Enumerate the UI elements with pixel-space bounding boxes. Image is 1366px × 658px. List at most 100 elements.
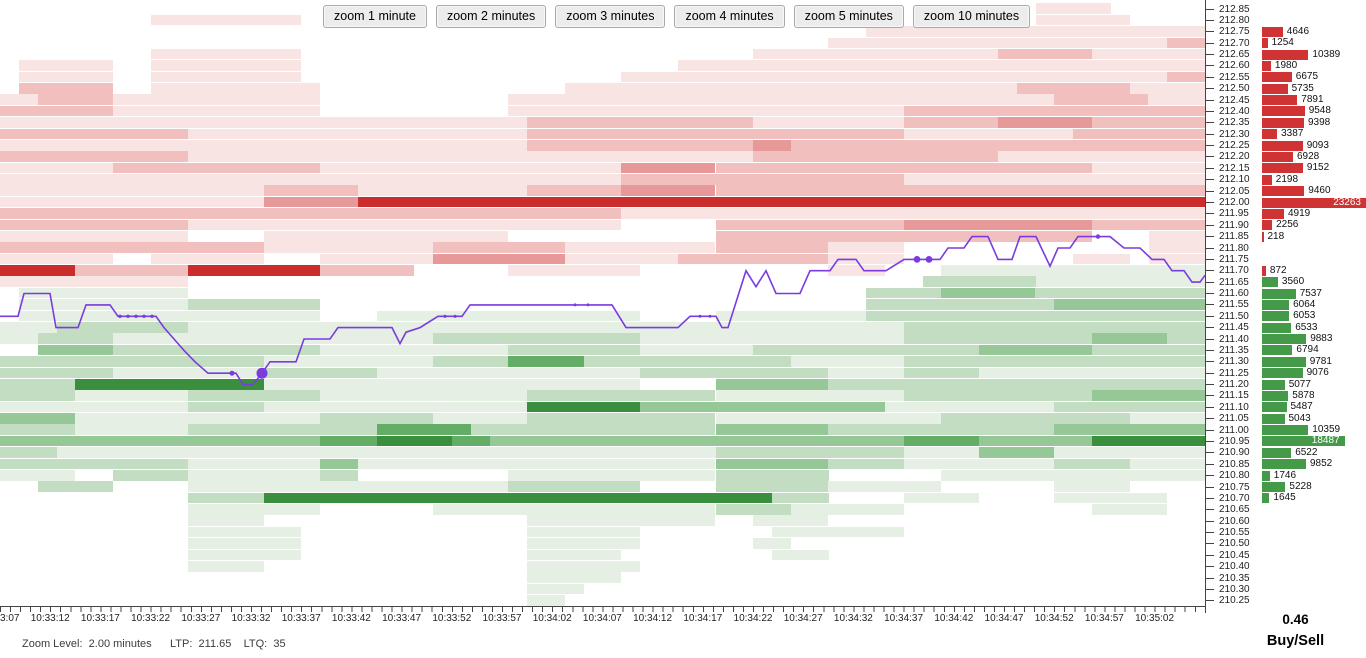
price-axis-tick bbox=[1206, 532, 1214, 533]
heatmap-segment bbox=[188, 299, 321, 310]
heatmap-segment bbox=[677, 60, 1205, 71]
time-axis-label: 10:33:07 bbox=[0, 613, 20, 624]
price-axis-label: 212.70 bbox=[1219, 37, 1250, 49]
heatmap-segment bbox=[790, 504, 904, 515]
price-axis-label: 211.85 bbox=[1219, 231, 1249, 243]
heatmap-segment bbox=[376, 367, 641, 379]
heatmap-segment bbox=[790, 356, 904, 367]
volume-bar-value: 9781 bbox=[1309, 355, 1332, 367]
heatmap-segment bbox=[1129, 458, 1205, 470]
volume-bar-buy bbox=[1262, 311, 1290, 322]
heatmap-segment bbox=[715, 469, 829, 481]
heatmap-segment bbox=[188, 469, 321, 481]
volume-bar-value: 7891 bbox=[1301, 94, 1324, 105]
heatmap-segment bbox=[903, 128, 1074, 140]
heatmap-segment bbox=[1129, 413, 1205, 424]
price-axis-tick bbox=[1206, 577, 1214, 579]
volume-bar-value: 10359 bbox=[1312, 424, 1341, 436]
heatmap-segment bbox=[75, 378, 264, 390]
heatmap-segment bbox=[715, 185, 998, 197]
heatmap-segment bbox=[263, 378, 641, 390]
price-axis-label: 210.25 bbox=[1219, 595, 1250, 607]
price-axis-tick bbox=[1206, 440, 1214, 442]
price-axis-tick bbox=[1206, 54, 1214, 55]
price-axis-tick bbox=[1206, 361, 1214, 363]
price-axis-label: 210.95 bbox=[1219, 435, 1250, 447]
volume-bar-value: 7537 bbox=[1299, 287, 1322, 299]
price-axis-label: 210.60 bbox=[1219, 515, 1250, 527]
heatmap-segment bbox=[0, 469, 76, 481]
price-axis-tick bbox=[1206, 600, 1214, 602]
price-axis-label: 210.30 bbox=[1219, 583, 1250, 595]
volume-bar-sell bbox=[1262, 186, 1305, 197]
price-axis-tick bbox=[1206, 270, 1214, 272]
price-axis-tick bbox=[1206, 65, 1214, 67]
heatmap-segment bbox=[1054, 492, 1168, 504]
zoom-2-minutes-button[interactable]: zoom 2 minutes bbox=[435, 5, 547, 28]
heatmap-segment bbox=[790, 139, 1205, 151]
price-axis-label: 210.75 bbox=[1219, 481, 1250, 493]
price-axis-label: 211.30 bbox=[1219, 356, 1249, 368]
heatmap-segment bbox=[640, 367, 829, 379]
zoom-1-minute-button[interactable]: zoom 1 minute bbox=[323, 5, 427, 28]
price-axis-label: 211.10 bbox=[1219, 401, 1249, 413]
heatmap-segment bbox=[0, 322, 57, 333]
depth-heatmap-chart[interactable] bbox=[0, 0, 1206, 607]
volume-bar-sell bbox=[1262, 60, 1271, 71]
volume-bar-buy bbox=[1262, 299, 1290, 310]
time-axis-label: 10:34:22 bbox=[733, 613, 773, 624]
ltq-label: LTQ: bbox=[243, 638, 268, 650]
price-axis-tick bbox=[1206, 588, 1214, 590]
volume-bar-buy bbox=[1262, 277, 1278, 288]
heatmap-segment bbox=[903, 390, 1093, 401]
volume-bar-value: 218 bbox=[1267, 230, 1285, 242]
zoom-3-minutes-button[interactable]: zoom 3 minutes bbox=[555, 5, 666, 28]
price-axis-label: 211.25 bbox=[1219, 367, 1249, 379]
heatmap-segment bbox=[0, 151, 189, 162]
zoom-10-minutes-button[interactable]: zoom 10 minutes bbox=[912, 5, 1031, 28]
heatmap-segment bbox=[527, 538, 641, 549]
heatmap-segment bbox=[376, 424, 471, 436]
heatmap-segment bbox=[527, 185, 622, 197]
price-axis-tick bbox=[1206, 338, 1214, 340]
heatmap-segment bbox=[188, 390, 321, 401]
zoom-4-minutes-button[interactable]: zoom 4 minutes bbox=[674, 5, 785, 28]
heatmap-segment bbox=[527, 401, 641, 413]
volume-bar-sell bbox=[1262, 163, 1303, 174]
heatmap-segment bbox=[828, 367, 904, 379]
zoom-5-minutes-button[interactable]: zoom 5 minutes bbox=[793, 5, 904, 28]
price-axis-label: 211.05 bbox=[1219, 413, 1249, 425]
heatmap-segment bbox=[18, 71, 113, 83]
heatmap-segment bbox=[113, 344, 321, 356]
heatmap-segment bbox=[715, 447, 904, 458]
price-axis-tick bbox=[1206, 384, 1214, 385]
heatmap-segment bbox=[772, 526, 904, 538]
volume-bar-buy bbox=[1262, 402, 1287, 413]
heatmap-segment bbox=[508, 344, 641, 356]
time-axis-label: 10:35:02 bbox=[1135, 613, 1175, 624]
heatmap-segment bbox=[753, 515, 829, 527]
heatmap-segment bbox=[18, 299, 189, 310]
heatmap-segment bbox=[903, 367, 980, 379]
heatmap-segment bbox=[715, 481, 829, 492]
heatmap-segment bbox=[150, 60, 302, 71]
heatmap-segment bbox=[564, 242, 716, 253]
heatmap-segment bbox=[1054, 299, 1205, 310]
heatmap-segment bbox=[0, 242, 264, 253]
volume-bar-sell bbox=[1262, 129, 1278, 140]
price-axis-tick bbox=[1206, 429, 1214, 431]
heatmap-segment bbox=[527, 560, 641, 572]
heatmap-segment bbox=[18, 60, 113, 71]
heatmap-segment bbox=[1167, 71, 1205, 83]
zoom-level-label: Zoom Level: bbox=[22, 638, 83, 650]
heatmap-segment bbox=[1167, 37, 1205, 49]
heatmap-segment bbox=[0, 447, 57, 458]
volume-bar-value: 9152 bbox=[1306, 162, 1330, 174]
heatmap-segment bbox=[0, 413, 76, 424]
heatmap-segment bbox=[621, 185, 716, 197]
price-axis-label: 210.40 bbox=[1219, 561, 1250, 573]
heatmap-segment bbox=[0, 356, 264, 367]
heatmap-segment bbox=[0, 105, 113, 117]
heatmap-segment bbox=[188, 424, 377, 436]
heatmap-segment bbox=[0, 94, 38, 106]
